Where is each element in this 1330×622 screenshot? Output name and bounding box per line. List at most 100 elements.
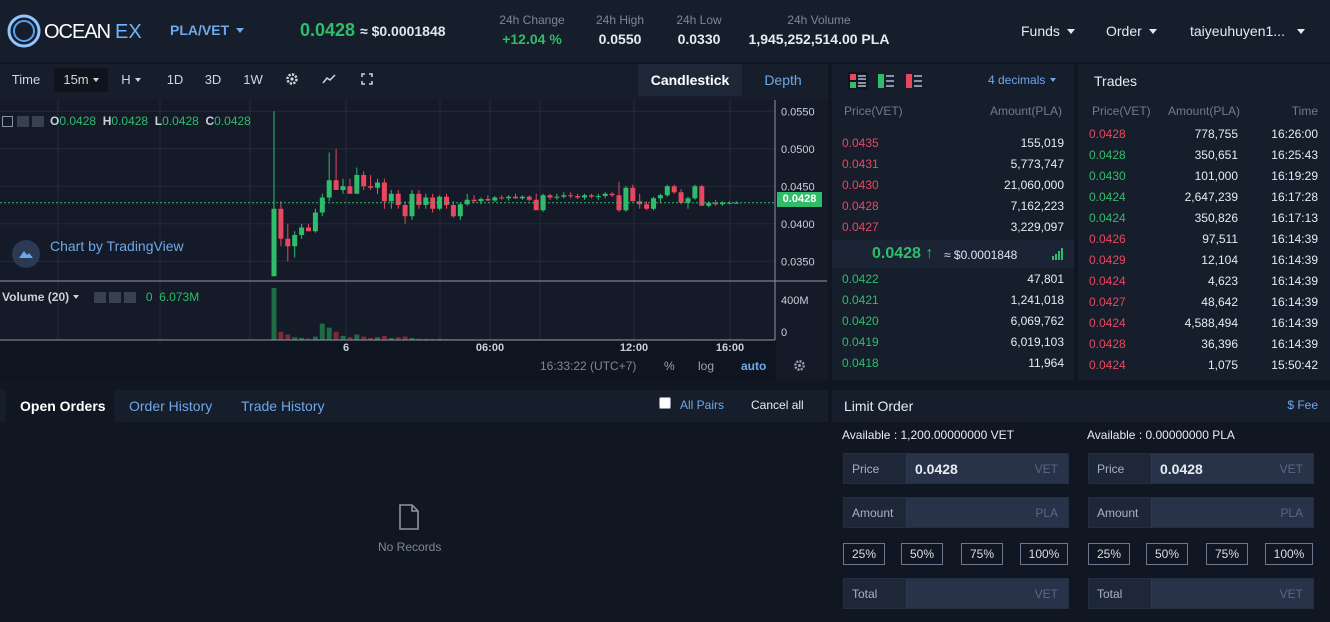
decimals-dropdown[interactable]: 4 decimals xyxy=(988,73,1057,87)
chart-area[interactable]: 0.0550 0.0500 0.0450 0.0400 0.0350 6 06:00 12:0… xyxy=(0,100,828,380)
interval-15m-button[interactable]: 15m xyxy=(54,68,108,92)
tradingview-watermark[interactable]: Chart by TradingView xyxy=(12,238,184,268)
stat-label: 24h Change xyxy=(499,13,565,27)
all-pairs-label[interactable]: All Pairs xyxy=(680,398,725,412)
close-icon[interactable] xyxy=(124,292,137,303)
collapse-icon[interactable] xyxy=(2,116,13,127)
chart-axes: 0.0550 0.0500 0.0450 0.0400 0.0350 6 06:00 12:0… xyxy=(0,100,827,354)
buy-percent-75[interactable]: 75% xyxy=(961,543,1003,565)
trade-row[interactable]: 0.0428 36,396 16:14:39 xyxy=(1078,334,1330,355)
interval-1d-button[interactable]: 1D xyxy=(166,72,184,87)
ask-row[interactable]: 0.0430 21,060,000 xyxy=(832,175,1074,196)
stat-24h-volume: 24h Volume 1,945,252,514.00 PLA xyxy=(746,13,892,47)
candle-body xyxy=(513,196,518,199)
all-pairs-checkbox[interactable] xyxy=(659,397,671,409)
eye-icon[interactable] xyxy=(94,292,107,303)
indicators-button[interactable] xyxy=(312,68,346,92)
trade-row[interactable]: 0.0429 12,104 16:14:39 xyxy=(1078,250,1330,271)
trade-row[interactable]: 0.0424 1,075 15:50:42 xyxy=(1078,355,1330,376)
interval-3d-button[interactable]: 3D xyxy=(204,72,222,87)
book-view-bids[interactable] xyxy=(878,74,894,93)
buy-price-field[interactable]: Price 0.0428 VET xyxy=(843,453,1069,484)
candle-body xyxy=(561,195,567,197)
sell-amount-field[interactable]: Amount PLA xyxy=(1088,497,1314,528)
bid-row[interactable]: 0.0422 47,801 xyxy=(832,269,1074,290)
book-view-asks[interactable] xyxy=(906,74,922,93)
ask-row[interactable]: 0.0428 7,162,223 xyxy=(832,196,1074,217)
hours-button[interactable]: H xyxy=(114,68,148,92)
eye-icon[interactable] xyxy=(17,116,29,127)
percent-toggle[interactable]: % xyxy=(664,359,675,373)
bid-row[interactable]: 0.0420 6,069,762 xyxy=(832,311,1074,332)
ask-row[interactable]: 0.0427 3,229,097 xyxy=(832,217,1074,238)
chart-settings-button[interactable] xyxy=(276,68,308,92)
oceanex-logo[interactable]: OCEAN EX xyxy=(6,13,146,49)
orders-panel: Open Orders Order History Trade History … xyxy=(0,390,828,622)
chart-bottom-settings[interactable] xyxy=(793,359,806,377)
fee-link[interactable]: $ Fee xyxy=(1287,398,1318,412)
interval-1w-button[interactable]: 1W xyxy=(243,72,263,87)
depth-tab[interactable]: Depth xyxy=(743,64,823,96)
trade-row[interactable]: 0.0430 101,000 16:19:29 xyxy=(1078,166,1330,187)
candle-body xyxy=(457,204,463,217)
auto-toggle[interactable]: auto xyxy=(741,359,767,373)
candle-body xyxy=(361,175,367,187)
trade-row[interactable]: 0.0424 350,826 16:17:13 xyxy=(1078,208,1330,229)
trade-row[interactable]: 0.0424 2,647,239 16:17:28 xyxy=(1078,187,1330,208)
buy-amount-input[interactable]: PLA xyxy=(906,498,1068,527)
book-view-both[interactable] xyxy=(848,72,868,90)
buy-percent-100[interactable]: 100% xyxy=(1020,543,1068,565)
buy-price-input[interactable]: 0.0428 VET xyxy=(906,454,1068,483)
tab-order-history[interactable]: Order History xyxy=(129,398,213,414)
trade-row[interactable]: 0.0424 4,623 16:14:39 xyxy=(1078,271,1330,292)
pair-selector[interactable]: PLA/VET xyxy=(170,22,245,38)
sell-price-input[interactable]: 0.0428 VET xyxy=(1151,454,1313,483)
buy-total-field[interactable]: Total VET xyxy=(843,578,1069,609)
y-tick-label: 0.0500 xyxy=(781,144,815,156)
fullscreen-button[interactable] xyxy=(350,68,384,92)
candle-body xyxy=(540,195,546,211)
bid-row[interactable]: 0.0418 11,964 xyxy=(832,353,1074,374)
trades-list[interactable]: 0.0428 778,755 16:26:00 0.0428 350,651 16:25:… xyxy=(1078,124,1330,380)
buy-total-input[interactable]: VET xyxy=(906,579,1068,608)
cancel-all-button[interactable]: Cancel all xyxy=(751,398,804,412)
trade-row[interactable]: 0.0424 4,588,494 16:14:39 xyxy=(1078,313,1330,334)
book-asks-icon xyxy=(906,74,922,88)
sell-total-field[interactable]: Total VET xyxy=(1088,578,1314,609)
funds-menu[interactable]: Funds xyxy=(1021,23,1075,39)
sell-percent-25[interactable]: 25% xyxy=(1088,543,1130,565)
candle-body xyxy=(450,205,456,217)
sell-total-input[interactable]: VET xyxy=(1151,579,1313,608)
buy-percent-25[interactable]: 25% xyxy=(843,543,885,565)
candlestick-tab[interactable]: Candlestick xyxy=(638,64,742,96)
buy-percent-50[interactable]: 50% xyxy=(901,543,943,565)
volume-bar xyxy=(278,331,284,340)
bid-row[interactable]: 0.0419 6,019,103 xyxy=(832,332,1074,353)
chevron-down-icon[interactable] xyxy=(73,295,80,299)
trade-row[interactable]: 0.0428 778,755 16:26:00 xyxy=(1078,124,1330,145)
sell-percent-75[interactable]: 75% xyxy=(1206,543,1248,565)
sell-percent-100[interactable]: 100% xyxy=(1265,543,1313,565)
candle-body xyxy=(423,197,429,205)
hours-label: H xyxy=(121,72,131,87)
bid-row[interactable]: 0.0421 1,241,018 xyxy=(832,290,1074,311)
trade-row[interactable]: 0.0426 97,511 16:14:39 xyxy=(1078,229,1330,250)
settings-small-icon[interactable] xyxy=(109,292,122,303)
sell-price-field[interactable]: Price 0.0428 VET xyxy=(1088,453,1314,484)
buy-amount-field[interactable]: Amount PLA xyxy=(843,497,1069,528)
sell-percent-50[interactable]: 50% xyxy=(1146,543,1188,565)
tab-trade-history[interactable]: Trade History xyxy=(241,398,325,414)
time-button[interactable]: Time xyxy=(11,72,41,87)
user-menu[interactable]: taiyeuhuyen1... xyxy=(1190,23,1305,39)
log-toggle[interactable]: log xyxy=(698,359,715,373)
bid-amount: 6,019,103 xyxy=(1010,335,1064,349)
order-menu[interactable]: Order xyxy=(1106,23,1157,39)
ask-row[interactable]: 0.0431 5,773,747 xyxy=(832,154,1074,175)
trade-row[interactable]: 0.0428 350,651 16:25:43 xyxy=(1078,145,1330,166)
tab-open-orders[interactable]: Open Orders xyxy=(20,398,106,414)
ask-row[interactable]: 0.0435 155,019 xyxy=(832,133,1074,154)
trade-amount: 4,623 xyxy=(1207,274,1238,288)
sell-amount-input[interactable]: PLA xyxy=(1151,498,1313,527)
trade-row[interactable]: 0.0427 48,642 16:14:39 xyxy=(1078,292,1330,313)
settings-small-icon[interactable] xyxy=(32,116,44,127)
